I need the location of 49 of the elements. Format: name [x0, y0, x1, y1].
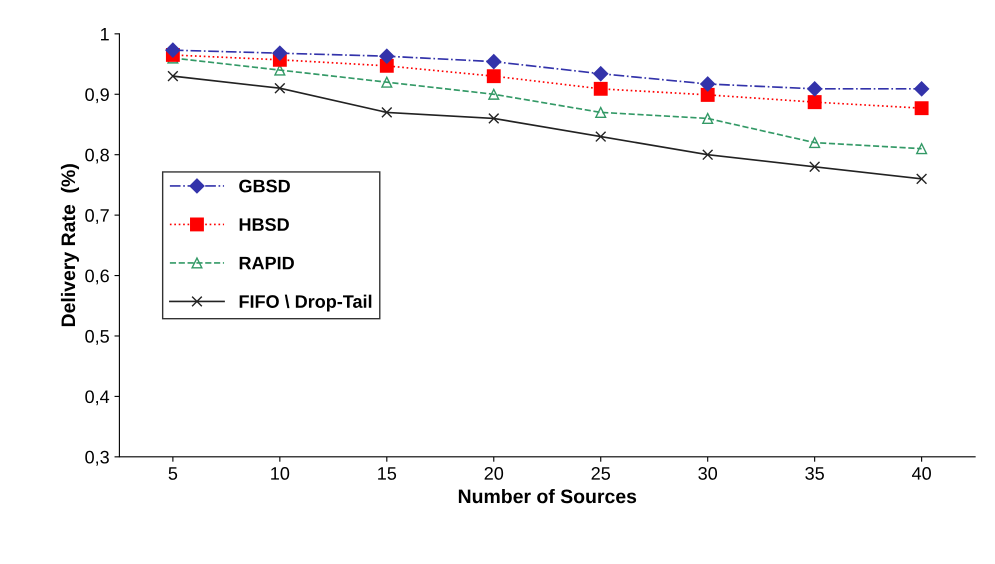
point — [381, 76, 392, 88]
x-tick-label: 20 — [484, 467, 504, 480]
point — [165, 42, 180, 58]
point — [595, 106, 606, 118]
point — [702, 149, 714, 160]
y-tick-label: 1 — [101, 28, 109, 40]
point — [595, 131, 606, 142]
y-tick-label: 0,6 — [85, 269, 109, 284]
legend-label: HBSD — [240, 218, 289, 231]
x-tick-label: 30 — [698, 467, 718, 480]
x-tick-label: 25 — [592, 467, 610, 480]
y-tick-label: 0,5 — [85, 330, 109, 345]
point — [274, 82, 286, 94]
point — [486, 69, 501, 84]
point — [379, 48, 394, 64]
legend-label: RAPID — [240, 256, 294, 270]
point — [486, 54, 502, 70]
x-tick-label: 5 — [168, 467, 178, 480]
x-tick-label: 10 — [271, 467, 290, 480]
y-tick-label: 0,3 — [85, 450, 109, 466]
x-axis-title: Number of Sources — [458, 488, 636, 504]
point — [914, 101, 929, 116]
x-tick-label: 35 — [805, 467, 824, 480]
point — [808, 95, 822, 110]
y-tick-label: 0,9 — [85, 88, 109, 104]
point — [700, 76, 716, 92]
point — [272, 46, 288, 61]
legend-label: GBSD — [239, 180, 290, 192]
point — [593, 66, 608, 82]
x-tick-label: 40 — [912, 467, 931, 480]
point — [594, 82, 608, 96]
point — [916, 143, 928, 154]
point — [914, 81, 930, 96]
point — [488, 88, 500, 100]
point — [916, 173, 928, 184]
point — [809, 137, 820, 148]
point — [381, 106, 392, 118]
legend-label: FIFO \ Drop-Tail — [240, 294, 372, 312]
point — [700, 88, 715, 102]
point — [488, 112, 500, 124]
point — [167, 70, 178, 82]
y-tick-label: 0,7 — [85, 209, 109, 224]
point — [702, 112, 714, 124]
y-tick-label: 0,4 — [85, 390, 110, 406]
y-axis-title: Delivery Rate (%) — [60, 164, 80, 326]
x-tick-label: 15 — [378, 467, 396, 480]
point — [809, 161, 820, 172]
point — [807, 81, 822, 96]
y-tick-label: 0,8 — [85, 148, 109, 164]
